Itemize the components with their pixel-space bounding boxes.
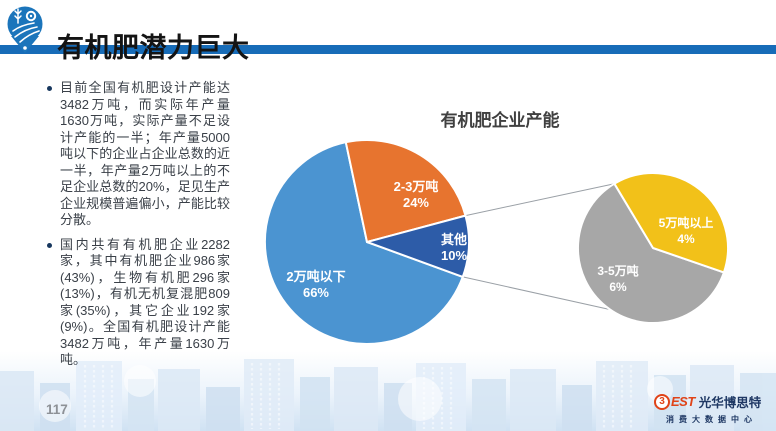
slice-label-other: 其他 10% (440, 232, 468, 263)
title-underline-bar (0, 45, 776, 54)
list-item: 国内共有有机肥企业2282家，其中有机肥企业986家(43%)，生物有机肥296… (47, 237, 233, 369)
bullet-icon (47, 242, 52, 248)
brand-name: 光华博思特 (698, 396, 762, 410)
chart-title: 有机肥企业产能 (440, 111, 560, 130)
slice-label-over-5wt: 5万吨以上 4% (658, 216, 714, 246)
bullet-list: 目前全国有机肥设计产能达3482万吨，而实际年产量1630万吨，实际产量不足设计… (47, 80, 233, 377)
leader-line-bottom (462, 276, 613, 311)
cityscape-background (0, 351, 776, 431)
pie-slice-2-3wt (344, 139, 467, 243)
pin-tail (11, 36, 39, 53)
list-item: 目前全国有机肥设计产能达3482万吨，而实际年产量1630万吨，实际产量不足设计… (47, 80, 233, 229)
pie-slice-under-2wt (263, 141, 464, 345)
wheat-icon (14, 8, 22, 24)
cityscape-buildings (0, 359, 776, 431)
bullet-icon (47, 86, 52, 91)
slice-label-2-3wt: 2-3万吨 24% (393, 179, 439, 210)
leader-line-top (465, 183, 615, 217)
pie-slice-over-5wt (613, 172, 729, 274)
field-rows-icon (12, 22, 40, 43)
bullet-text: 目前全国有机肥设计产能达3482万吨，而实际年产量1630万吨，实际产量不足设计… (60, 80, 230, 227)
page-number: 117 (46, 402, 68, 417)
slice-label-3-5wt: 3-5万吨 6% (597, 264, 639, 294)
pie-slice-other (366, 214, 470, 278)
slice-label-under-2wt: 2万吨以下 66% (286, 269, 346, 300)
brand-subtitle: 消费大数据中心 (666, 415, 757, 424)
pie-slice-3-5wt (576, 182, 725, 325)
farm-pin-logo-icon (7, 6, 43, 53)
gear-icon (25, 10, 37, 22)
company-logo: 3 EST 光华博思特 消费大数据中心 (654, 392, 761, 425)
glow-circles (39, 365, 673, 422)
best-logo-icon: 3 (654, 393, 670, 410)
bullet-text: 国内共有有机肥企业2282家，其中有机肥企业986家(43%)，生物有机肥296… (60, 236, 230, 368)
brand-est-text: EST (671, 394, 695, 409)
page-title: 有机肥潜力巨大 (57, 33, 250, 64)
